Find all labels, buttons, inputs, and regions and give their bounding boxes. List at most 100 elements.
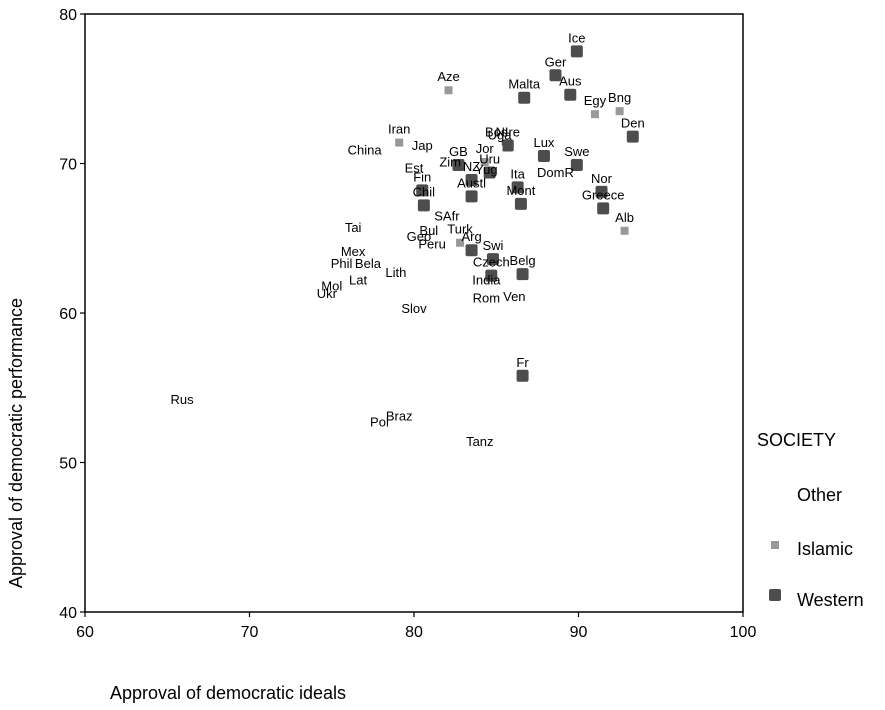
- point-label: India: [472, 273, 501, 288]
- point-other: [429, 254, 436, 261]
- point-other: [411, 178, 417, 185]
- point-western: [511, 181, 524, 194]
- point-western: [570, 158, 583, 171]
- point-label: Alb: [615, 210, 634, 225]
- x-tick-label: 90: [570, 624, 588, 641]
- point-western: [465, 173, 478, 186]
- point-western: [501, 139, 514, 152]
- point-label: GB: [449, 144, 468, 159]
- point-label: Fr: [516, 355, 529, 370]
- legend-label-western: Western: [797, 590, 864, 610]
- y-tick-label: 80: [59, 7, 77, 24]
- point-label: Austl: [457, 175, 486, 190]
- point-label: Yug: [475, 162, 497, 177]
- y-tick-label: 40: [59, 605, 77, 622]
- point-label: DomR: [537, 165, 574, 180]
- point-islamic: [456, 238, 465, 247]
- point-label: Mex: [341, 244, 366, 259]
- point-islamic: [395, 138, 404, 147]
- point-other: [483, 308, 490, 315]
- point-label: Slov: [401, 301, 427, 316]
- point-label: Nor: [591, 171, 613, 186]
- point-other: [447, 172, 454, 179]
- point-western: [452, 158, 465, 171]
- point-label: NZ: [463, 159, 480, 174]
- point-other: [338, 274, 345, 281]
- point-western: [626, 130, 639, 143]
- legend-title: SOCIETY: [757, 430, 836, 450]
- point-other: [328, 296, 335, 303]
- point-label: Rom: [473, 291, 500, 306]
- point-other: [364, 274, 371, 281]
- point-other: [496, 145, 503, 152]
- point-label: Arg: [461, 229, 481, 244]
- point-label: Ice: [568, 30, 585, 45]
- point-other: [361, 160, 368, 167]
- point-western: [518, 91, 531, 104]
- point-islamic: [590, 110, 599, 119]
- point-label: Bul: [419, 223, 438, 238]
- point-label: Bos: [485, 125, 508, 140]
- point-label: Aze: [437, 69, 459, 84]
- point-label: Tanz: [466, 434, 493, 449]
- point-label: Ukr: [317, 286, 338, 301]
- point-other: [511, 307, 518, 314]
- y-tick-label: 50: [59, 456, 77, 473]
- point-label: Egy: [584, 93, 607, 108]
- point-label: Phil: [331, 256, 353, 271]
- x-axis-title: Approval of democratic ideals: [110, 683, 346, 703]
- point-islamic: [620, 226, 629, 235]
- point-label: Ita: [510, 166, 525, 181]
- point-label: Est: [405, 160, 424, 175]
- y-tick-label: 60: [59, 306, 77, 323]
- legend-label-islamic: Islamic: [797, 539, 853, 559]
- point-western: [514, 197, 527, 210]
- point-other: [411, 318, 417, 325]
- point-islamic: [444, 86, 453, 95]
- point-label: Peru: [418, 237, 445, 252]
- point-label: Mol: [321, 279, 342, 294]
- point-label: Ven: [503, 289, 525, 304]
- legend-key-western: [769, 589, 781, 601]
- point-label: Mont: [506, 183, 535, 198]
- x-axis-ticks: 60 70 80 90 100: [76, 612, 756, 641]
- y-tick-label: 70: [59, 157, 77, 174]
- point-label: Swe: [564, 144, 589, 159]
- point-label: Lith: [385, 265, 406, 280]
- point-label: Turk: [447, 222, 473, 237]
- point-label: Fin: [413, 169, 431, 184]
- point-other: [552, 182, 559, 189]
- point-label: Uga: [488, 128, 513, 143]
- point-western: [465, 190, 478, 203]
- point-label: Rus: [170, 392, 194, 407]
- x-tick-label: 70: [241, 624, 259, 641]
- point-label: Czech: [473, 255, 510, 270]
- point-label: Den: [621, 116, 645, 131]
- point-other: [419, 156, 426, 163]
- point-label: Iran: [388, 122, 410, 137]
- point-label: Swi: [482, 238, 503, 253]
- point-label: Geo: [407, 229, 432, 244]
- point-other: [476, 452, 483, 459]
- point-label: Lux: [533, 135, 554, 150]
- point-label: Greece: [582, 187, 625, 202]
- point-western: [564, 88, 577, 101]
- point-western: [417, 199, 430, 212]
- point-western: [516, 369, 529, 382]
- point-western: [416, 184, 429, 197]
- point-label: Jap: [412, 138, 433, 153]
- point-western: [537, 150, 550, 163]
- legend-key-islamic: [771, 541, 779, 549]
- point-other: [425, 241, 432, 248]
- y-axis-ticks: 40 50 60 70 80: [59, 7, 85, 622]
- point-label: Braz: [386, 409, 413, 424]
- point-islamic: [615, 107, 624, 116]
- point-label: Belg: [510, 253, 536, 268]
- point-other: [396, 426, 403, 433]
- point-other: [355, 290, 362, 297]
- point-other: [443, 226, 450, 233]
- point-other: [483, 179, 490, 186]
- legend-label-other: Other: [797, 485, 842, 505]
- point-other: [376, 432, 383, 439]
